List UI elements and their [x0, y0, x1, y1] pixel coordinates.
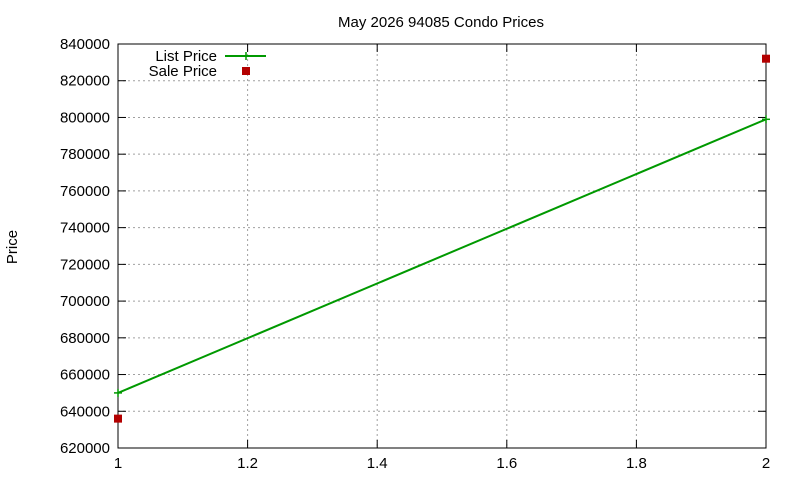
y-axis-label: Price: [4, 230, 21, 264]
x-tick-label: 1.8: [626, 455, 647, 472]
list-price-point: [762, 115, 770, 124]
x-tick-label: 1.2: [237, 455, 258, 472]
y-tick-label: 660000: [60, 367, 110, 384]
sale-price-point: [114, 414, 122, 423]
legend-marker-sale-price: [242, 67, 250, 75]
x-tick-label: 1.4: [367, 455, 388, 472]
series-layer: [114, 54, 770, 423]
y-tick-label: 820000: [60, 73, 110, 90]
list-price-line: [117, 118, 767, 394]
y-tick-label: 840000: [60, 36, 110, 53]
plot-frame: [117, 43, 767, 449]
grid: [118, 44, 766, 448]
y-tick-label: 740000: [60, 220, 110, 237]
y-tick-label: 640000: [60, 403, 110, 420]
y-tick-label: 680000: [60, 330, 110, 347]
legend-label-sale-price: Sale Price: [149, 63, 217, 80]
legend-label-list-price: List Price: [155, 48, 217, 65]
axis-ticks: 620000 640000 660000 680000 700000 720000 7400…: [60, 36, 770, 472]
y-tick-label: 800000: [60, 109, 110, 126]
y-tick-label: 700000: [60, 293, 110, 310]
legend-marker-list-price: [242, 52, 250, 60]
list-price-point: [114, 388, 122, 397]
sale-price-point: [762, 54, 770, 63]
x-tick-label: 2: [762, 455, 770, 472]
y-tick-label: 720000: [60, 256, 110, 273]
chart-title: May 2026 94085 Condo Prices: [338, 14, 544, 31]
x-tick-label: 1.6: [496, 455, 517, 472]
y-tick-label: 780000: [60, 146, 110, 163]
y-tick-label: 760000: [60, 183, 110, 200]
x-tick-label: 1: [114, 455, 122, 472]
y-tick-label: 620000: [60, 440, 110, 457]
